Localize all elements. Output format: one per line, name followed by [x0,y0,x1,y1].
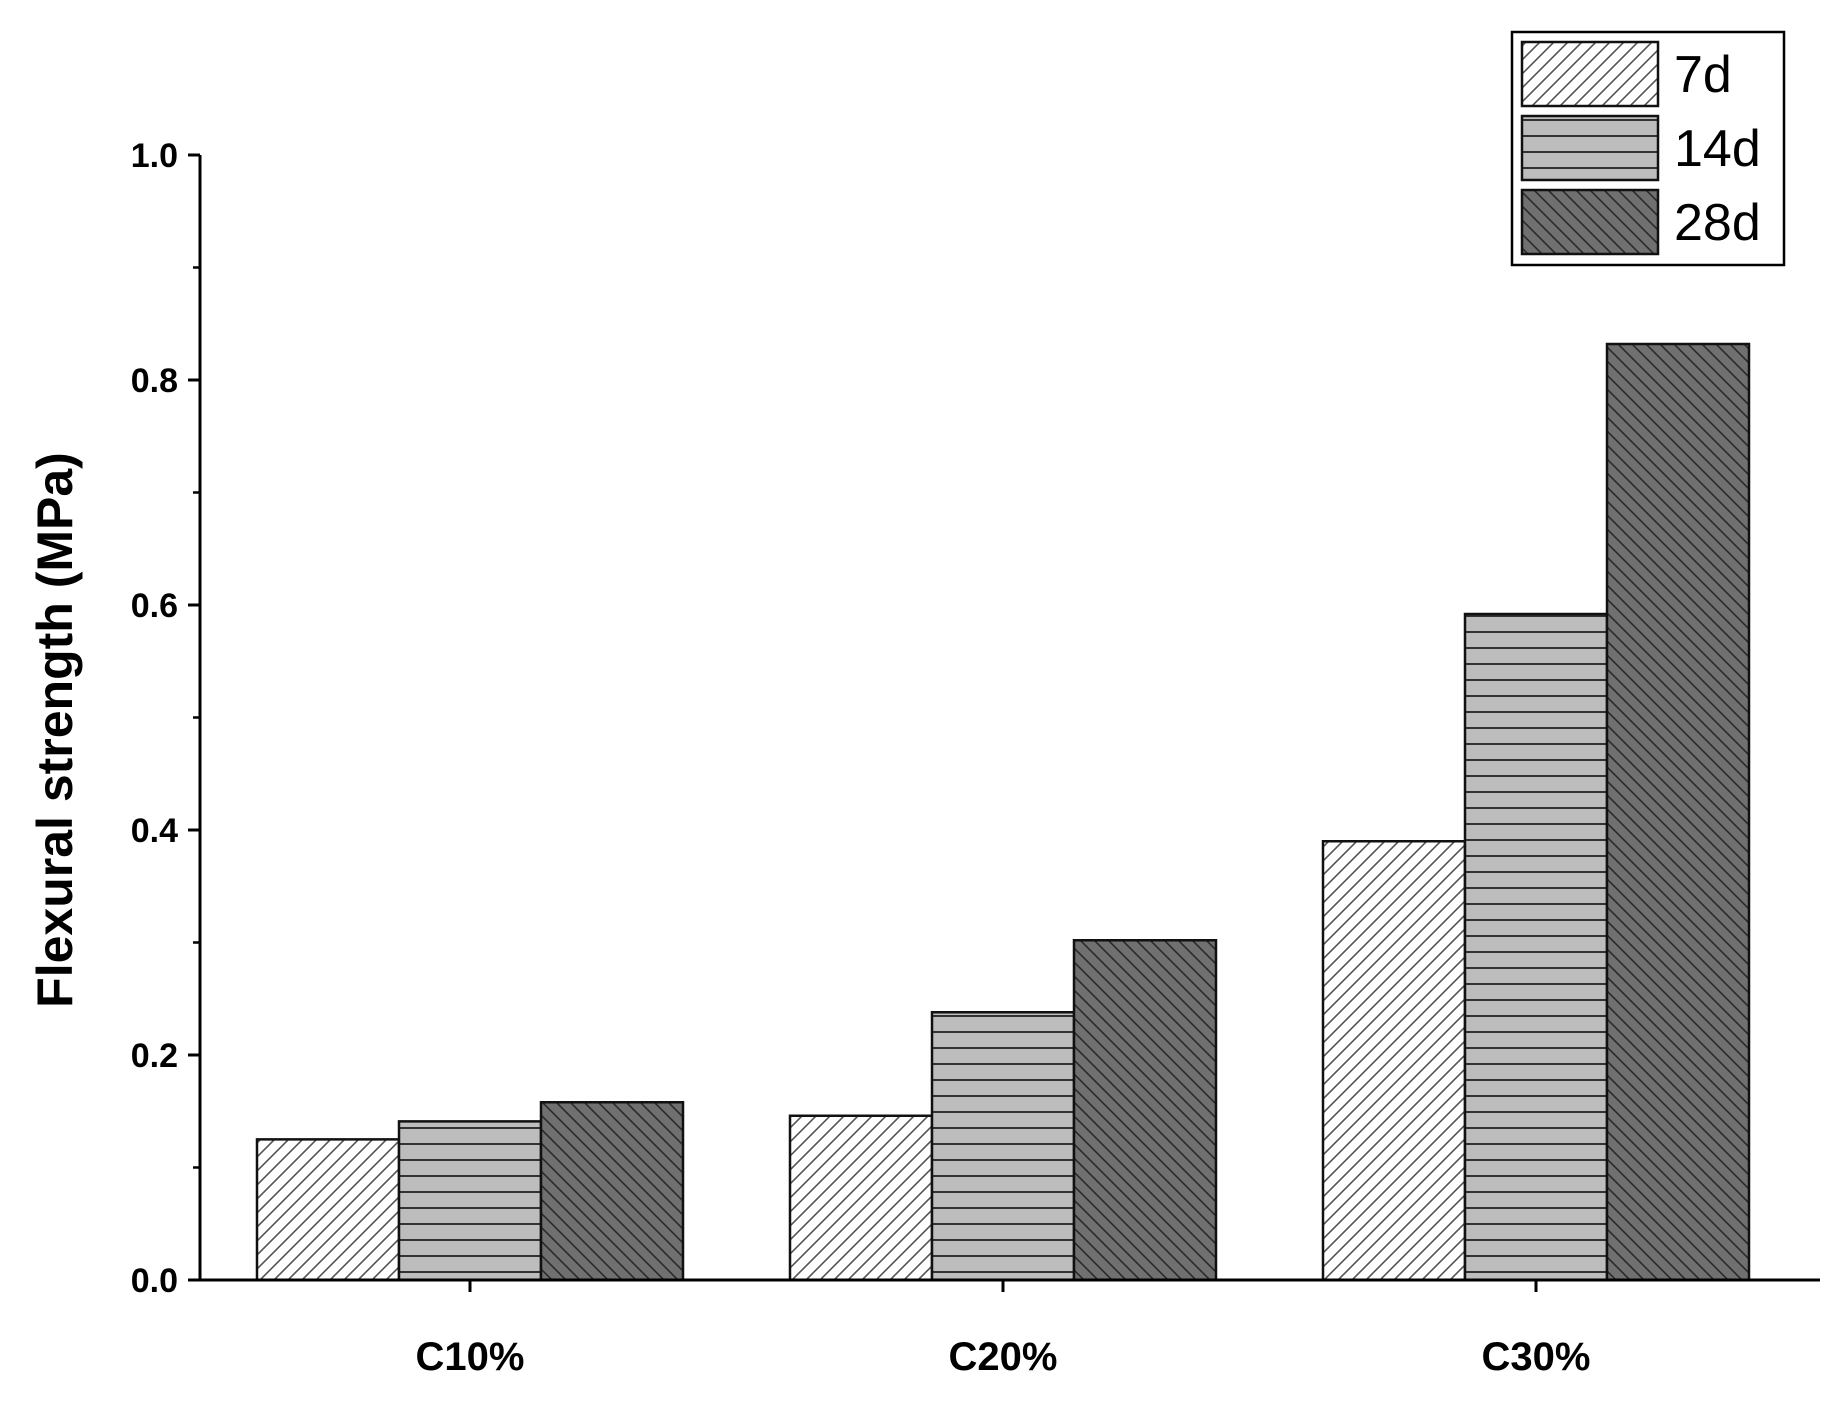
y-tick-label: 1.0 [131,137,178,175]
bar-14d-c10pct [397,1120,543,1282]
y-tick-label: 0.8 [131,362,178,400]
x-tick-label: C30% [1482,1335,1591,1379]
bar-28d-c10pct [539,1101,685,1282]
y-tick-label: 0.2 [131,1037,178,1075]
legend: 7d 14d 28d [1510,30,1786,267]
legend-swatch-7d [1520,40,1660,108]
bar-28d-c30pct [1605,342,1751,1282]
bar-28d-c20pct [1072,939,1218,1282]
y-tick-label: 0.4 [131,812,178,850]
y-axis-title-group: Flexural strength (MPa) [27,452,83,1008]
bar-7d-c30pct [1321,840,1467,1282]
axes-layer: 0.0 0.2 0.4 0.6 0.8 1.0 C10% C20% C30% [131,137,1820,1379]
legend-label-28d: 28d [1674,194,1761,252]
bar-7d-c20pct [788,1114,934,1282]
legend-label-7d: 7d [1674,46,1732,104]
y-tick-label: 0.0 [131,1262,178,1300]
x-tick-label: C20% [949,1335,1058,1379]
bar-14d-c30pct [1463,612,1609,1282]
legend-label-14d: 14d [1674,120,1761,178]
y-tick-label: 0.6 [131,587,178,625]
bars-layer [255,342,1751,1282]
legend-swatch-28d [1520,188,1660,256]
bar-14d-c20pct [930,1011,1076,1282]
x-tick-label: C10% [416,1335,525,1379]
legend-swatch-14d [1520,114,1660,182]
bar-7d-c10pct [255,1138,401,1282]
y-axis-title: Flexural strength (MPa) [27,452,83,1008]
